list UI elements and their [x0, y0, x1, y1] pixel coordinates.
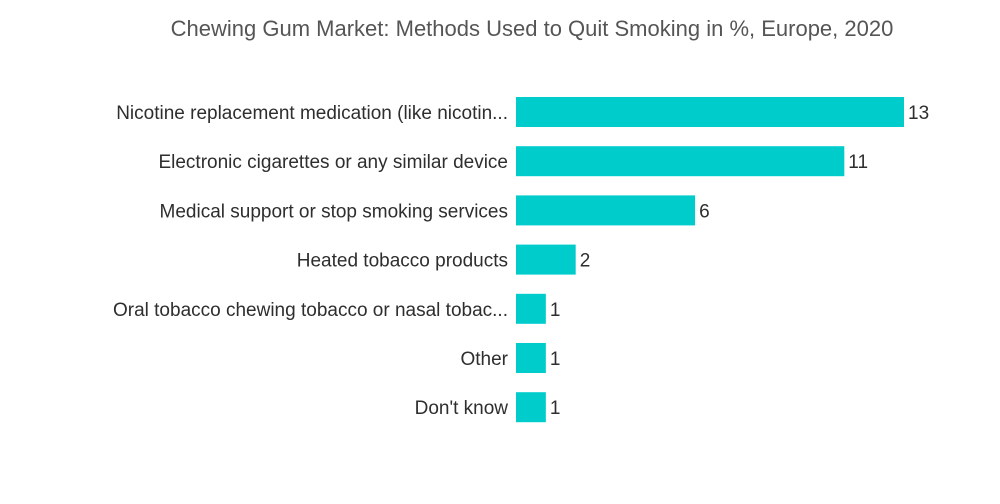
value-label: 1 — [550, 300, 561, 321]
value-label: 2 — [580, 251, 591, 272]
category-label: Nicotine replacement medication (like ni… — [116, 103, 508, 124]
bar — [516, 195, 696, 226]
category-label: Heated tobacco products — [297, 251, 508, 272]
category-label: Electronic cigarettes or any similar dev… — [158, 152, 508, 173]
category-label: Oral tobacco chewing tobacco or nasal to… — [113, 300, 508, 321]
category-label: Other — [460, 349, 508, 370]
value-label: 6 — [699, 201, 710, 222]
bar — [516, 244, 576, 275]
chart-title: Chewing Gum Market: Methods Used to Quit… — [170, 16, 894, 41]
value-label: 1 — [550, 349, 561, 370]
value-label: 11 — [848, 152, 868, 173]
bar — [516, 146, 845, 177]
value-label: 13 — [908, 103, 929, 124]
bar — [516, 97, 904, 127]
bar — [516, 293, 546, 324]
value-label: 1 — [550, 398, 561, 419]
category-label: Don't know — [415, 398, 509, 419]
bar — [516, 392, 546, 423]
category-label: Medical support or stop smoking services — [160, 201, 508, 222]
bar — [516, 343, 546, 373]
